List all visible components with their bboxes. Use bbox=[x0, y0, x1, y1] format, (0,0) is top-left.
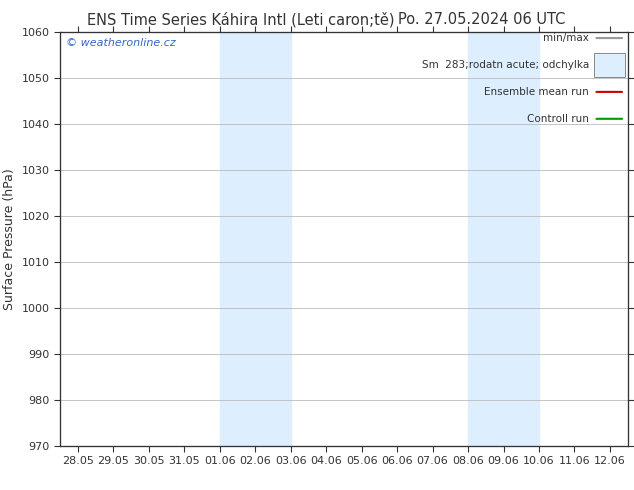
Bar bbox=[593, 53, 625, 76]
Text: min/max: min/max bbox=[543, 33, 589, 43]
Bar bbox=[220, 32, 291, 446]
Text: Ensemble mean run: Ensemble mean run bbox=[484, 87, 589, 97]
Text: Sm  283;rodatn acute; odchylka: Sm 283;rodatn acute; odchylka bbox=[422, 60, 589, 70]
Text: Po. 27.05.2024 06 UTC: Po. 27.05.2024 06 UTC bbox=[398, 12, 566, 27]
Text: Controll run: Controll run bbox=[527, 114, 589, 124]
Bar bbox=[468, 32, 539, 446]
Text: ENS Time Series Káhira Intl (Leti caron;tě): ENS Time Series Káhira Intl (Leti caron;… bbox=[87, 12, 395, 28]
Text: © weatheronline.cz: © weatheronline.cz bbox=[66, 38, 176, 48]
Y-axis label: Surface Pressure (hPa): Surface Pressure (hPa) bbox=[3, 168, 16, 310]
